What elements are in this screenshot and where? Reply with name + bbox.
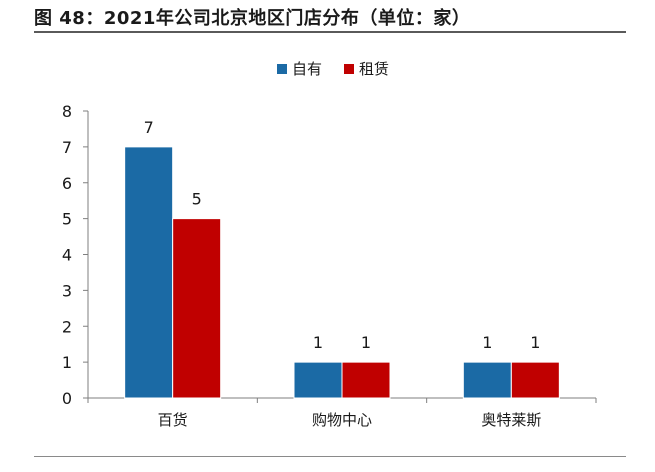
data-label: 1 xyxy=(482,333,492,352)
y-tick-label: 7 xyxy=(62,138,72,157)
legend-label: 自有 xyxy=(292,60,322,78)
chart-legend: 自有 租赁 xyxy=(277,60,389,78)
bar-leased xyxy=(172,218,222,399)
bar-chart: 自有 租赁 0 1 2 3 4 5 6 7 8 百货 购物中心 奥特莱斯 7 5 1 1 1 1 xyxy=(62,60,597,429)
x-axis: 百货 购物中心 奥特莱斯 xyxy=(87,397,597,429)
bar-owned xyxy=(124,146,174,399)
x-category-label: 奥特莱斯 xyxy=(481,411,541,429)
data-labels-layer: 7 5 1 1 1 1 xyxy=(144,118,541,352)
y-tick-label: 0 xyxy=(62,389,72,408)
figure-title: 图 48：2021年公司北京地区门店分布（单位：家） xyxy=(34,8,471,29)
data-label: 1 xyxy=(530,333,540,352)
bar-owned xyxy=(462,361,512,399)
data-label: 5 xyxy=(192,190,202,209)
bottom-divider xyxy=(34,456,626,457)
data-label: 1 xyxy=(313,333,323,352)
y-tick-label: 6 xyxy=(62,174,72,193)
y-tick-label: 4 xyxy=(62,246,72,265)
y-axis: 0 1 2 3 4 5 6 7 8 xyxy=(62,102,89,408)
title-divider xyxy=(34,31,626,33)
bars-layer xyxy=(124,146,560,399)
legend-label: 租赁 xyxy=(359,60,389,78)
bar-leased xyxy=(510,361,560,399)
x-category-label: 购物中心 xyxy=(312,411,372,429)
legend-swatch xyxy=(344,64,354,74)
y-tick-label: 3 xyxy=(62,281,72,300)
y-tick-label: 8 xyxy=(62,102,72,121)
data-label: 1 xyxy=(361,333,371,352)
bar-leased xyxy=(341,361,391,399)
source-note xyxy=(34,460,626,472)
y-tick-label: 2 xyxy=(62,317,72,336)
y-tick-label: 5 xyxy=(62,210,72,229)
bar-owned xyxy=(293,361,343,399)
data-label: 7 xyxy=(144,118,154,137)
legend-swatch xyxy=(277,64,287,74)
y-tick-label: 1 xyxy=(62,353,72,372)
x-category-label: 百货 xyxy=(158,411,188,429)
